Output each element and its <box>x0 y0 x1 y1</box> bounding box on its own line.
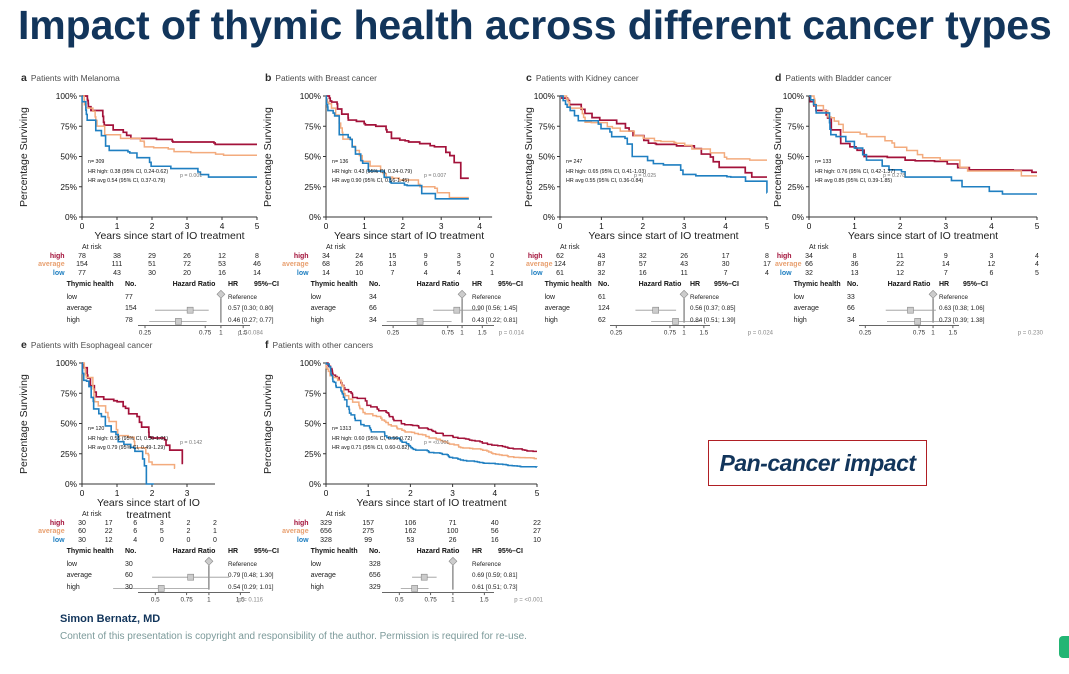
svg-text:25%: 25% <box>304 449 321 459</box>
svg-text:25%: 25% <box>60 449 77 459</box>
svg-text:1.5: 1.5 <box>478 330 487 337</box>
svg-text:1.5: 1.5 <box>948 330 957 337</box>
svg-text:1: 1 <box>207 597 211 604</box>
svg-text:50%: 50% <box>304 152 321 162</box>
svg-text:50%: 50% <box>60 152 77 162</box>
svg-text:p = 0.116: p = 0.116 <box>238 598 263 604</box>
svg-text:1: 1 <box>219 330 223 337</box>
svg-text:0.75: 0.75 <box>664 330 677 337</box>
svg-text:75%: 75% <box>787 121 804 131</box>
svg-text:p = 0.084: p = 0.084 <box>238 331 264 337</box>
svg-text:100%: 100% <box>783 91 805 101</box>
svg-text:100%: 100% <box>534 91 556 101</box>
svg-text:0.75: 0.75 <box>181 597 194 604</box>
svg-text:0%: 0% <box>792 212 805 222</box>
svg-text:25%: 25% <box>60 182 77 192</box>
svg-text:0.25: 0.25 <box>610 330 623 337</box>
svg-text:0.75: 0.75 <box>442 330 455 337</box>
svg-text:1: 1 <box>931 330 935 337</box>
svg-text:0.5: 0.5 <box>395 597 404 604</box>
svg-text:1.5: 1.5 <box>699 330 708 337</box>
svg-text:0%: 0% <box>65 212 78 222</box>
svg-text:p = 0.024: p = 0.024 <box>748 331 774 337</box>
svg-text:1: 1 <box>682 330 686 337</box>
svg-text:0.25: 0.25 <box>387 330 400 337</box>
svg-text:1: 1 <box>460 330 464 337</box>
svg-text:1.5: 1.5 <box>480 597 489 604</box>
svg-text:0%: 0% <box>543 212 556 222</box>
svg-text:0.5: 0.5 <box>151 597 160 604</box>
svg-text:100%: 100% <box>56 91 78 101</box>
svg-text:1: 1 <box>451 597 455 604</box>
svg-text:0%: 0% <box>65 479 78 489</box>
svg-text:25%: 25% <box>538 182 555 192</box>
svg-text:75%: 75% <box>60 388 77 398</box>
svg-text:100%: 100% <box>300 358 322 368</box>
svg-text:50%: 50% <box>304 419 321 429</box>
svg-text:p = 0.230: p = 0.230 <box>1018 331 1044 337</box>
svg-text:p = <0.001: p = <0.001 <box>514 598 543 604</box>
svg-text:0%: 0% <box>309 479 322 489</box>
svg-text:0.75: 0.75 <box>199 330 212 337</box>
svg-text:75%: 75% <box>304 121 321 131</box>
svg-text:0%: 0% <box>309 212 322 222</box>
svg-text:p = 0.014: p = 0.014 <box>499 331 525 337</box>
svg-text:25%: 25% <box>787 182 804 192</box>
svg-text:75%: 75% <box>304 388 321 398</box>
svg-text:0.25: 0.25 <box>139 330 152 337</box>
svg-text:50%: 50% <box>538 152 555 162</box>
svg-text:0.75: 0.75 <box>913 330 926 337</box>
svg-text:0.25: 0.25 <box>859 330 872 337</box>
svg-text:100%: 100% <box>56 358 78 368</box>
svg-text:100%: 100% <box>300 91 322 101</box>
svg-text:0.75: 0.75 <box>425 597 438 604</box>
svg-text:50%: 50% <box>60 419 77 429</box>
svg-text:50%: 50% <box>787 152 804 162</box>
svg-text:25%: 25% <box>304 182 321 192</box>
svg-text:75%: 75% <box>538 121 555 131</box>
svg-text:75%: 75% <box>60 121 77 131</box>
